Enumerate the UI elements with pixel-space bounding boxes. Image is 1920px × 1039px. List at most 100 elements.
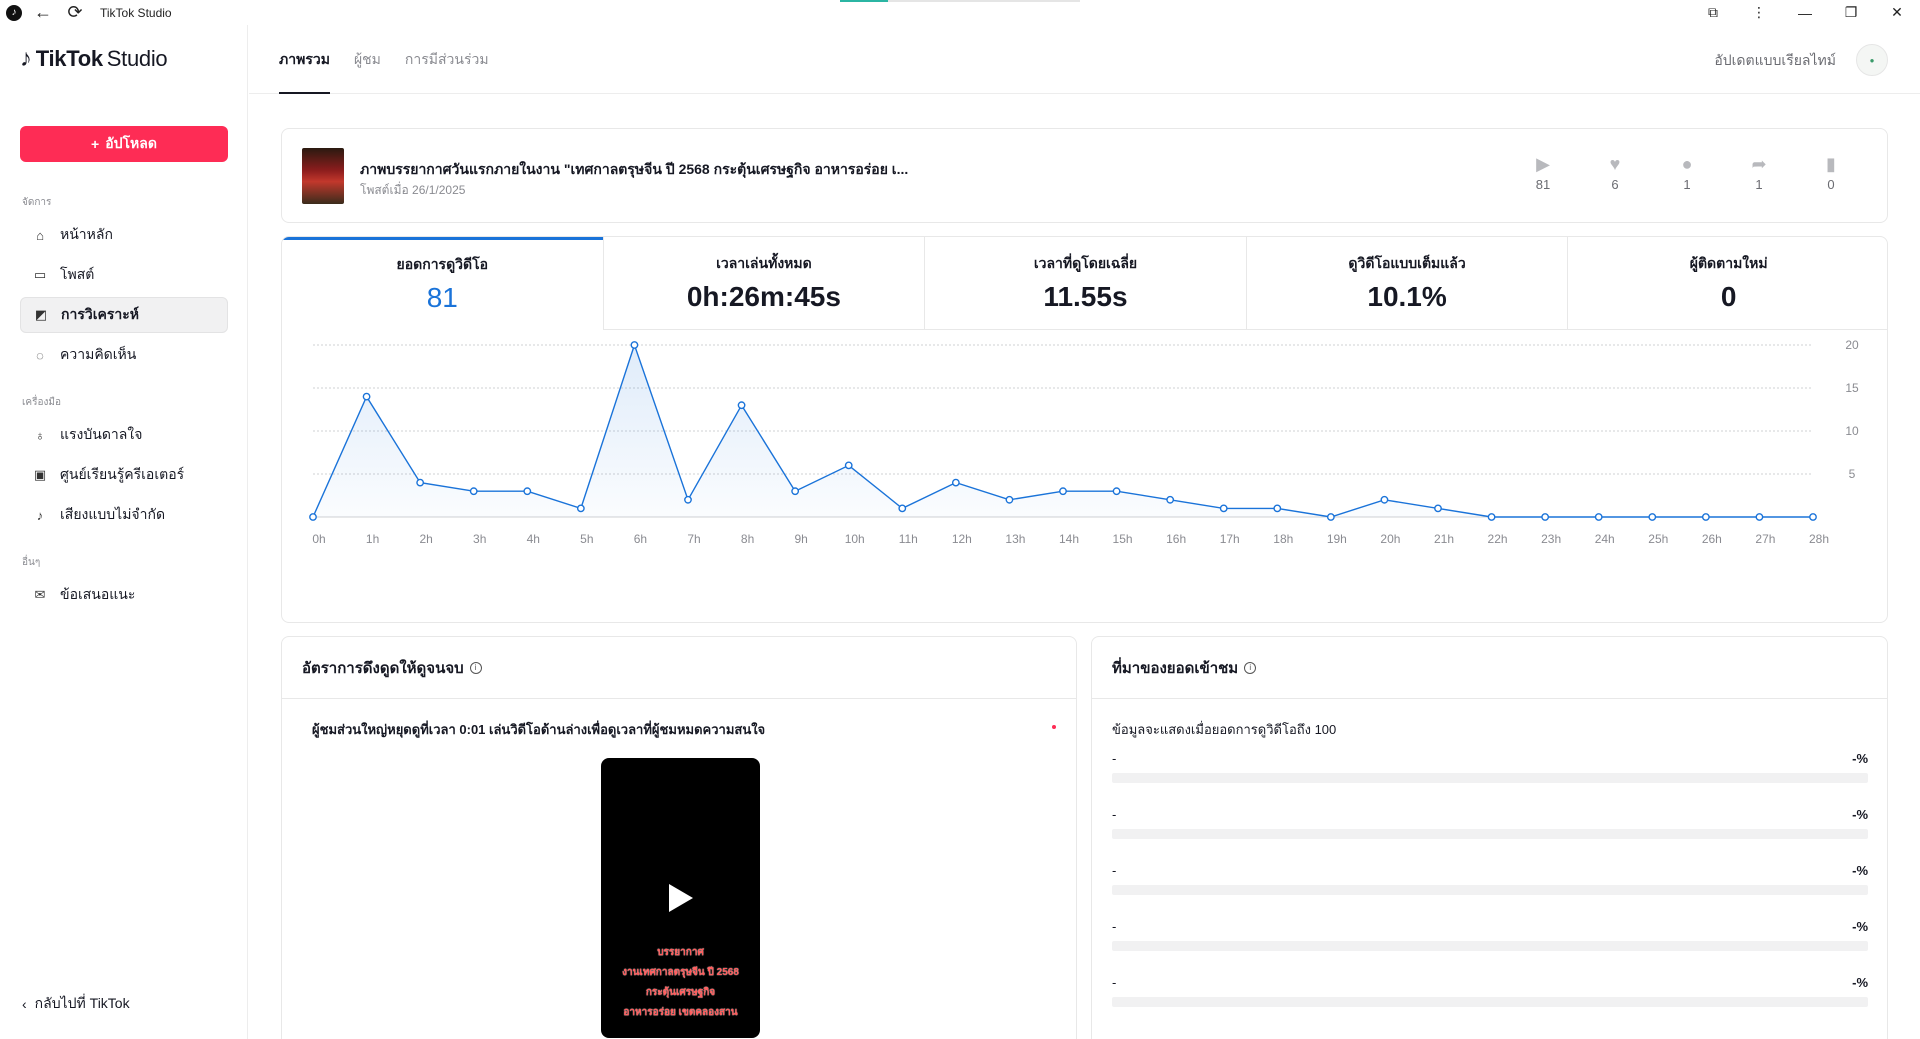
x-tick-label: 26h	[1702, 532, 1722, 546]
maximize-icon[interactable]: ❐	[1844, 4, 1858, 20]
metric-average-watch-time[interactable]: เวลาที่ดูโดยเฉลี่ย 11.55s	[925, 237, 1247, 330]
metric-label: ผู้ติดตามใหม่	[1689, 255, 1768, 271]
x-tick-label: 2h	[419, 532, 432, 546]
metric-label: เวลาที่ดูโดยเฉลี่ย	[1033, 255, 1138, 271]
tab-overview[interactable]: ภาพรวม	[279, 25, 330, 94]
reload-icon[interactable]: ⟳	[67, 2, 83, 22]
x-tick-label: 17h	[1220, 532, 1240, 546]
more-vertical-icon[interactable]: ⋮	[1752, 4, 1766, 20]
shares-stat: ➦ 1	[1723, 155, 1795, 192]
status-dot	[1052, 725, 1056, 729]
shares-count: 1	[1755, 177, 1763, 192]
metric-total-play-time[interactable]: เวลาเล่นทั้งหมด 0h:26m:45s	[603, 237, 926, 330]
section-label-other: อื่นๆ	[22, 557, 41, 568]
video-thumbnail[interactable]	[302, 148, 344, 204]
traffic-row-label: -	[1112, 863, 1117, 878]
data-point	[1755, 513, 1764, 521]
data-point	[791, 487, 800, 496]
traffic-row-label: -	[1112, 807, 1117, 822]
sidebar-item-home[interactable]: ⌂ หน้าหลัก	[20, 217, 228, 253]
music-icon: ♪	[36, 507, 44, 523]
metrics-card: ยอดการดูวิดีโอ 81 เวลาเล่นทั้งหมด 0h:26m…	[281, 236, 1888, 623]
views-stat: ▶ 81	[1507, 155, 1579, 192]
x-tick-label: 7h	[687, 532, 700, 546]
traffic-source-card: ที่มาของยอดเข้าชม i ข้อมูลจะแสดงเมื่อยอด…	[1091, 636, 1888, 1039]
metric-new-followers[interactable]: ผู้ติดตามใหม่ 0	[1568, 237, 1887, 330]
video-post-date: โพสต์เมื่อ 26/1/2025	[360, 183, 466, 197]
tiktok-logo-icon: ♪	[6, 4, 22, 21]
back-arrow-icon[interactable]: ←	[34, 2, 52, 22]
traffic-row-bar	[1112, 885, 1868, 895]
x-tick-label: 22h	[1488, 532, 1508, 546]
data-point	[951, 478, 960, 487]
sidebar-item-feedback[interactable]: ✉ ข้อเสนอแนะ	[20, 577, 228, 613]
x-tick-label: 10h	[845, 532, 865, 546]
y-tick-label: 5	[1849, 467, 1856, 481]
section-label-manage: จัดการ	[22, 197, 52, 208]
data-point	[1059, 487, 1067, 496]
x-tick-label: 6h	[634, 532, 647, 546]
tiktok-note-icon: ♪	[20, 45, 32, 72]
retention-message: ผู้ชมส่วนใหญ่หยุดดูที่เวลา 0:01 เล่นวิดี…	[312, 722, 766, 737]
views-line-chart[interactable]: 5 10 15 20 0h 1h 2h 3h 4h 5h 6h 7h 8h 9h 10h 11h 12h 13h 1…	[282, 330, 1888, 623]
back-to-tiktok-link[interactable]: ‹ กลับไปที่ TikTok	[22, 993, 130, 1015]
x-tick-label: 19h	[1327, 532, 1347, 546]
brand-name: TikTok	[35, 46, 103, 71]
share-icon: ➦	[1751, 154, 1767, 174]
retention-title: อัตราการดึงดูดให้ดูจนจบ	[302, 659, 464, 677]
sidebar-item-comments[interactable]: ◌ ความคิดเห็น	[20, 337, 228, 373]
x-tick-label: 11h	[899, 532, 918, 546]
bookmark-icon: ▮	[1826, 154, 1836, 174]
play-icon[interactable]	[669, 884, 693, 912]
data-point	[309, 513, 317, 521]
comments-stat: ● 1	[1651, 155, 1723, 192]
close-icon[interactable]: ✕	[1891, 4, 1903, 20]
video-player[interactable]: บรรยากาศ งานเทศกาลตรุษจีน ปี 2568 กระตุ้…	[601, 758, 760, 1038]
data-point	[1701, 513, 1710, 521]
x-tick-label: 13h	[1005, 532, 1025, 546]
brand-logo[interactable]: ♪ TikTok Studio	[20, 45, 168, 73]
sidebar-item-inspiration[interactable]: ♁ แรงบันดาลใจ	[20, 417, 228, 453]
data-point	[362, 392, 371, 401]
tab-viewers[interactable]: ผู้ชม	[353, 50, 381, 67]
extensions-icon[interactable]: ⧉	[1708, 4, 1718, 20]
data-point	[416, 478, 425, 487]
tab-engagement[interactable]: การมีส่วนร่วม	[404, 50, 489, 67]
info-icon[interactable]: i	[1244, 661, 1257, 674]
data-point	[684, 495, 692, 504]
sidebar-item-sounds[interactable]: ♪ เสียงแบบไม่จำกัด	[20, 497, 228, 533]
avatar[interactable]: ●	[1856, 44, 1888, 76]
y-tick-label: 15	[1845, 381, 1859, 395]
data-point	[523, 487, 532, 496]
info-icon[interactable]: i	[469, 661, 482, 674]
loading-bar	[840, 0, 1080, 2]
sidebar-item-posts[interactable]: ▭ โพสต์	[20, 257, 228, 293]
sidebar-item-academy[interactable]: ▣ ศูนย์เรียนรู้ครีเอเตอร์	[20, 457, 228, 493]
section-label-tools: เครื่องมือ	[22, 397, 61, 408]
comments-count: 1	[1683, 177, 1691, 192]
data-point	[1541, 513, 1550, 521]
x-tick-label: 24h	[1595, 532, 1615, 546]
y-tick-label: 10	[1845, 424, 1859, 438]
x-tick-label: 5h	[580, 532, 593, 546]
x-tick-label: 23h	[1541, 532, 1561, 546]
data-point	[1166, 495, 1175, 504]
sidebar-item-analytics[interactable]: ◩ การวิเคราะห์	[20, 297, 228, 333]
metric-video-views[interactable]: ยอดการดูวิดีโอ 81	[282, 237, 604, 330]
data-point	[1326, 513, 1335, 521]
x-tick-label: 14h	[1059, 532, 1079, 546]
metric-watched-full-video[interactable]: ดูวิดีโอแบบเต็มแล้ว 10.1%	[1246, 237, 1569, 330]
traffic-row-bar	[1112, 773, 1868, 783]
video-caption: บรรยากาศ งานเทศกาลตรุษจีน ปี 2568 กระตุ้…	[622, 947, 739, 1018]
traffic-row-percent: -%	[1852, 751, 1868, 766]
minimize-icon[interactable]: —	[1798, 4, 1812, 21]
posts-icon: ▭	[33, 267, 47, 282]
traffic-row-bar	[1112, 829, 1868, 839]
data-point	[1648, 513, 1657, 521]
sidebar-item-label: ความคิดเห็น	[60, 346, 137, 362]
x-tick-label: 0h	[312, 532, 325, 546]
upload-button[interactable]: + อัปโหลด	[20, 126, 228, 162]
metric-label: ดูวิดีโอแบบเต็มแล้ว	[1348, 255, 1466, 271]
data-point	[844, 461, 853, 470]
window-title: TikTok Studio	[100, 5, 172, 20]
